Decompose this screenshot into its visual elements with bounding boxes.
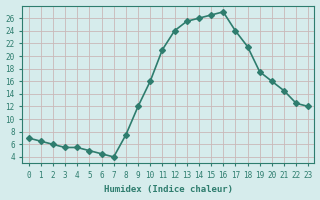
X-axis label: Humidex (Indice chaleur): Humidex (Indice chaleur) [104,185,233,194]
